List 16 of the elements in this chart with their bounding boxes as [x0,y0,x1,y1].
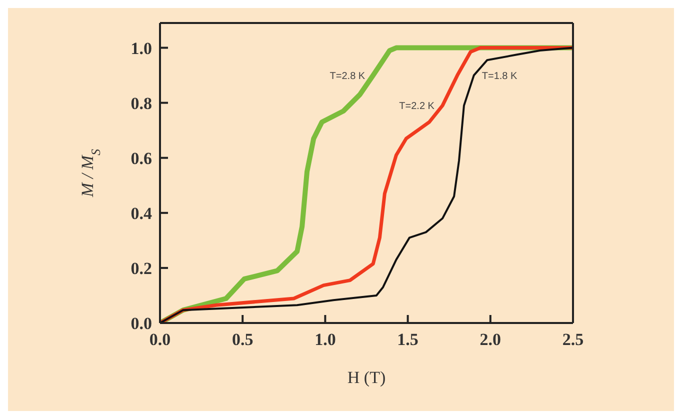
x-axis-title: H (T) [347,368,386,387]
y-tick-label: 0.0 [130,314,152,334]
x-tick-label: 1.0 [314,330,336,350]
x-tick-label: 0.5 [232,330,254,350]
x-tick-label: 2.5 [562,330,584,350]
series-label: T=1.8 K [482,70,518,82]
series-label: T=2.8 K [330,70,366,82]
x-tick-label: 1.5 [397,330,418,350]
series-label: T=2.2 K [399,101,435,112]
y-tick-label: 0.6 [130,148,152,168]
y-tick-label: 1.0 [130,38,152,58]
x-tick-label: 2.0 [480,330,502,350]
y-tick-label: 0.4 [130,204,152,223]
y-tick-label: 0.2 [130,258,152,278]
y-tick-label: 0.8 [130,94,152,113]
x-tick-label: 0.0 [149,330,171,350]
